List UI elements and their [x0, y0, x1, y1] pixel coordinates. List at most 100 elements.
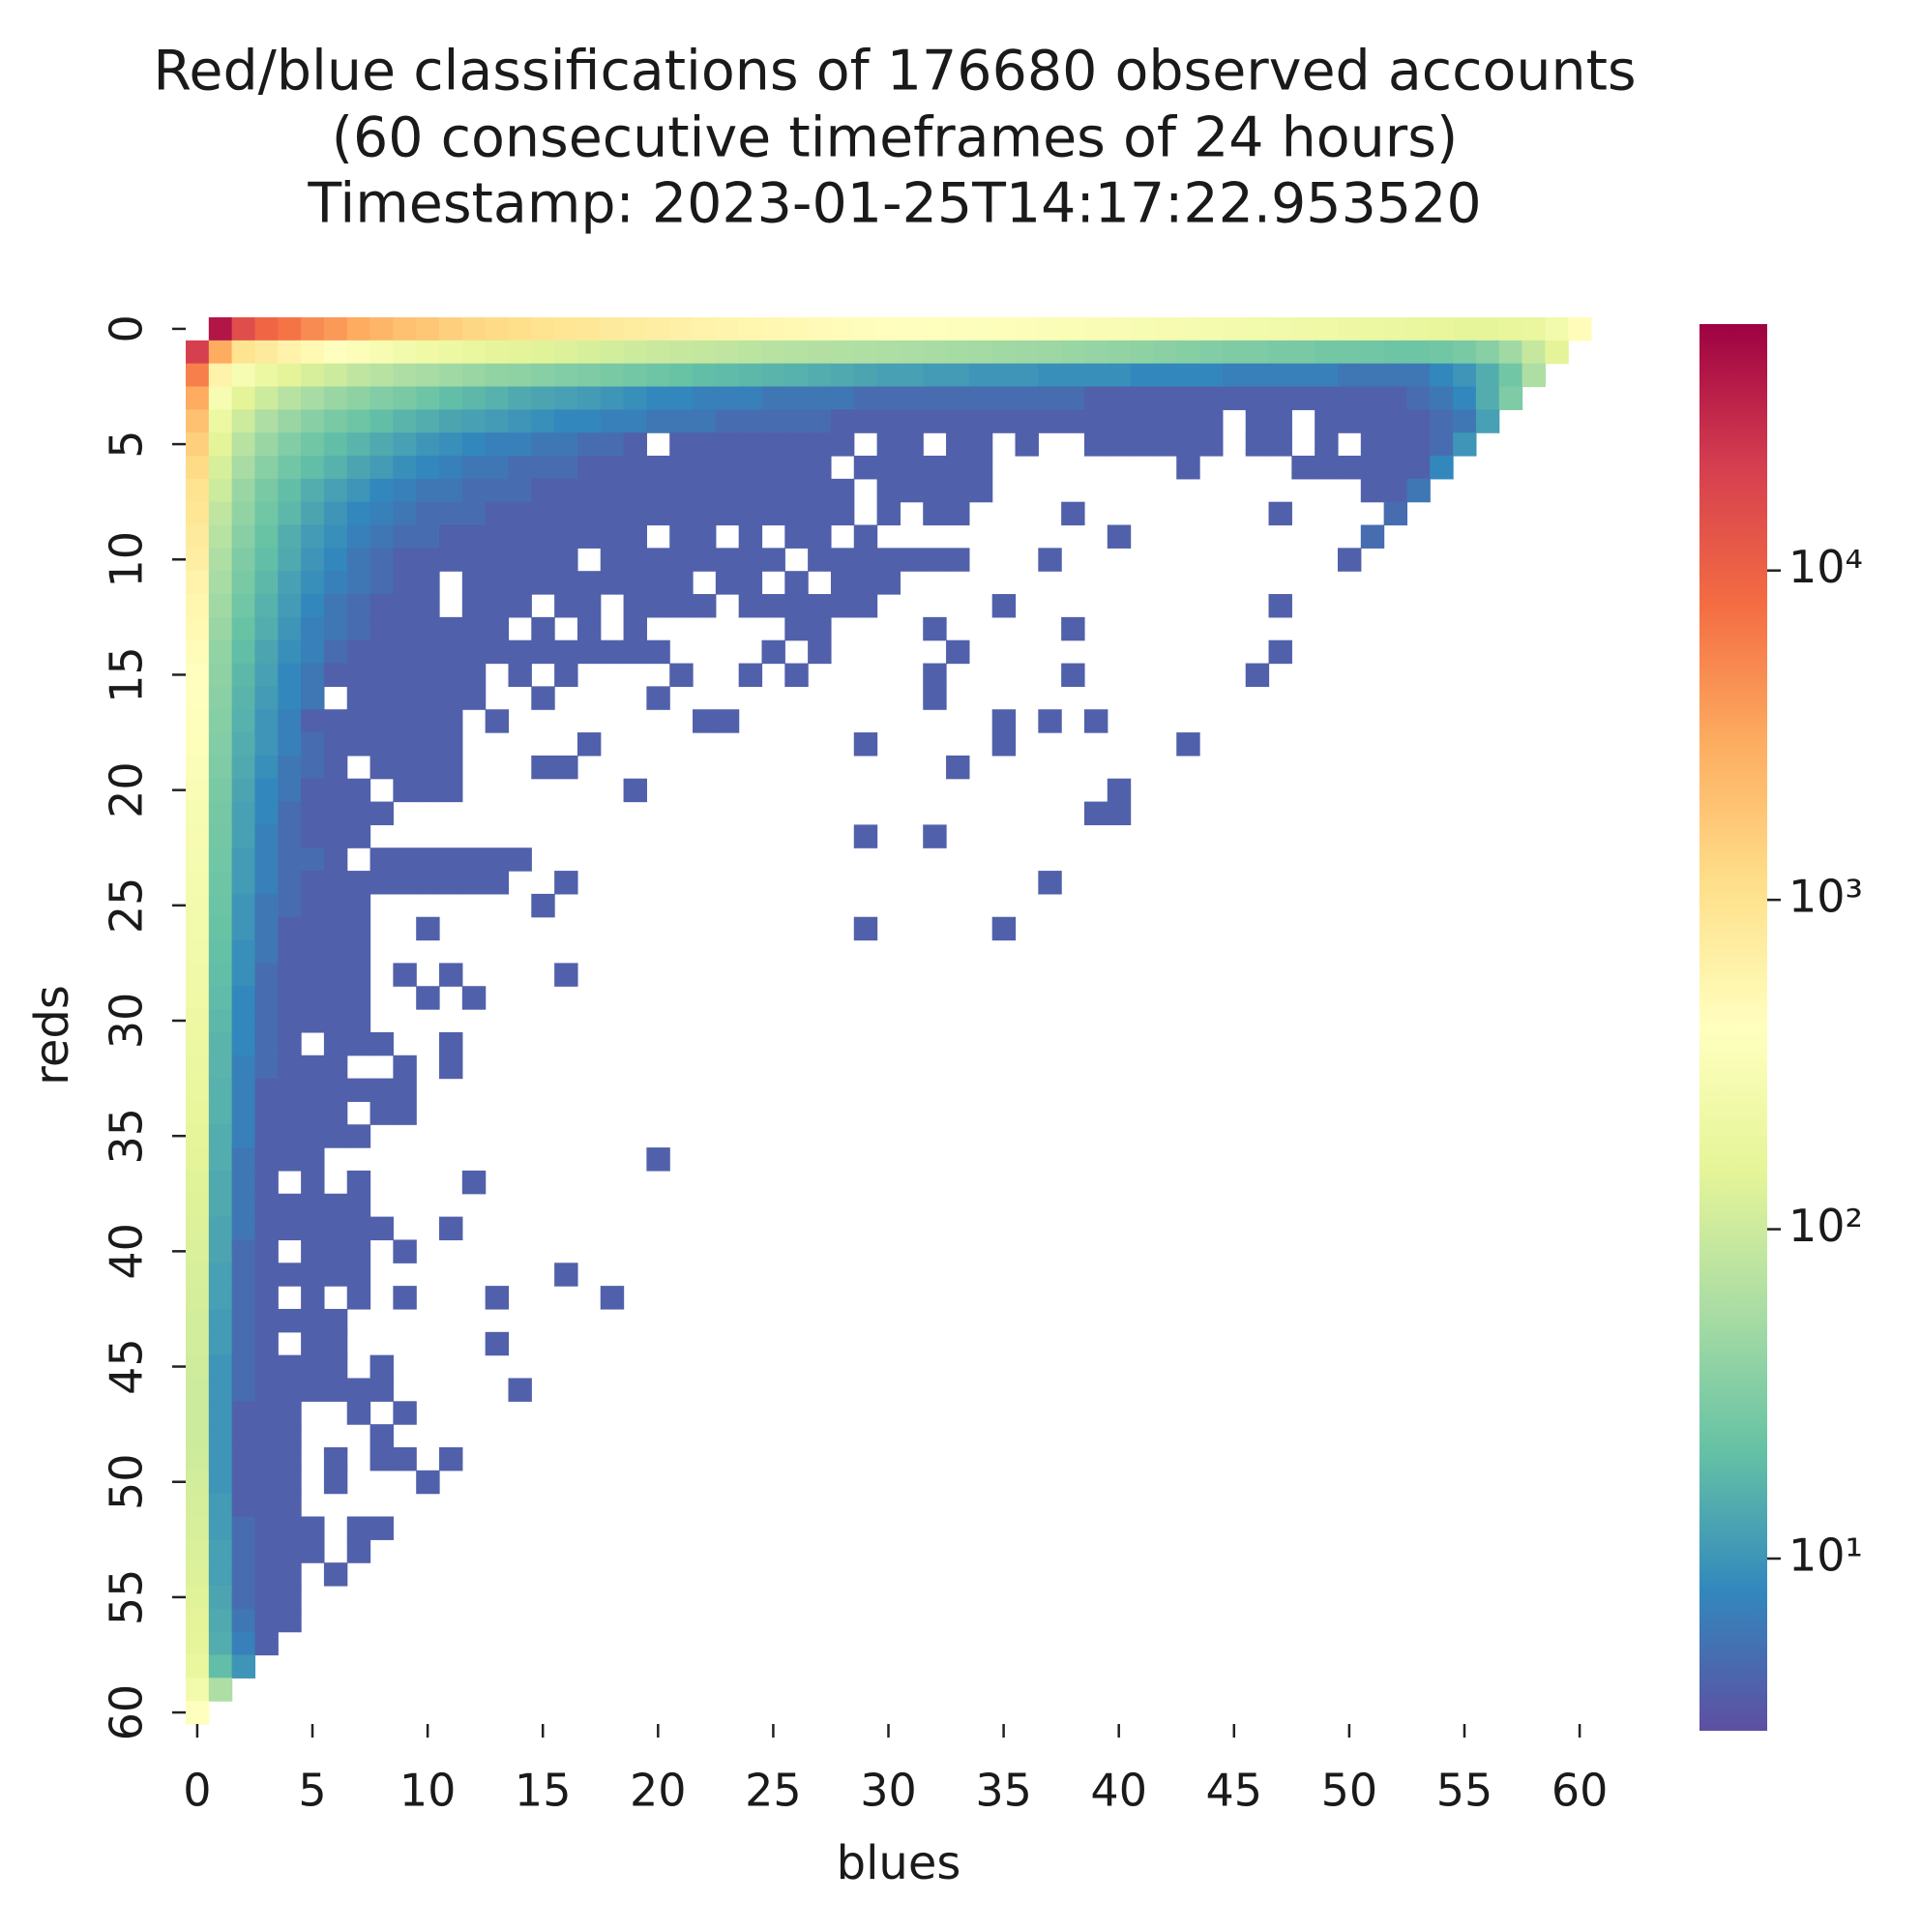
- heatmap-cell: [1083, 317, 1108, 342]
- heatmap-cell: [208, 1216, 233, 1241]
- heatmap-cell: [991, 363, 1017, 388]
- heatmap-cell: [323, 1378, 348, 1402]
- heatmap-cell: [830, 432, 855, 457]
- heatmap-cell: [369, 594, 394, 618]
- heatmap-cell: [323, 824, 348, 848]
- heatmap-cell: [254, 1354, 279, 1380]
- heatmap-cell: [393, 409, 417, 433]
- heatmap-cell: [323, 1124, 348, 1148]
- heatmap-cell: [323, 1308, 348, 1333]
- heatmap-cell: [554, 386, 578, 410]
- heatmap-cell: [485, 456, 510, 480]
- heatmap-cell: [853, 456, 878, 480]
- heatmap-cell: [669, 432, 694, 457]
- heatmap-cell: [554, 478, 578, 503]
- heatmap-cell: [1291, 340, 1315, 365]
- heatmap-cell: [1176, 386, 1200, 410]
- heatmap-cell: [600, 409, 625, 433]
- heatmap-cell: [186, 1078, 210, 1103]
- heatmap-cell: [231, 386, 256, 410]
- heatmap-cell: [416, 478, 440, 503]
- heatmap-cell: [208, 1378, 233, 1402]
- heatmap-cell: [830, 386, 855, 410]
- heatmap-cell: [1015, 340, 1039, 365]
- heatmap-cell: [784, 571, 809, 595]
- heatmap-cell: [1176, 456, 1200, 480]
- heatmap-cell: [346, 778, 371, 803]
- heatmap-cell: [646, 317, 670, 342]
- heatmap-cell: [715, 386, 740, 410]
- heatmap-cell: [208, 1286, 233, 1310]
- heatmap-cell: [208, 1193, 233, 1218]
- heatmap-cell: [576, 732, 602, 757]
- heatmap-cell: [278, 893, 302, 918]
- heatmap-cell: [439, 755, 463, 780]
- x-tick-label: 45: [1206, 1765, 1263, 1817]
- heatmap-cell: [346, 1170, 371, 1195]
- heatmap-cell: [1430, 386, 1454, 410]
- heatmap-cell: [761, 548, 785, 572]
- heatmap-cell: [208, 1124, 233, 1148]
- heatmap-cell: [623, 778, 647, 803]
- heatmap-cell: [186, 801, 210, 825]
- heatmap-cell: [1176, 432, 1200, 457]
- heatmap-cell: [231, 409, 256, 433]
- heatmap-cell: [346, 548, 371, 572]
- heatmap-cell: [231, 1331, 256, 1356]
- heatmap-cell: [531, 893, 555, 918]
- heatmap-cell: [346, 893, 371, 918]
- heatmap-cell: [186, 1239, 210, 1263]
- heatmap-cell: [439, 478, 463, 503]
- heatmap-cell: [968, 363, 993, 388]
- heatmap-cell: [1337, 340, 1362, 365]
- heatmap-cell: [369, 432, 394, 457]
- heatmap-cell: [1222, 386, 1247, 410]
- heatmap-cell: [554, 524, 578, 549]
- heatmap-cell: [531, 755, 555, 780]
- heatmap-cell: [208, 409, 233, 433]
- heatmap-cell: [761, 317, 785, 342]
- heatmap-cell: [393, 1055, 417, 1080]
- heatmap-cell: [946, 409, 970, 433]
- heatmap-cell: [323, 548, 348, 572]
- heatmap-cell: [531, 639, 555, 665]
- heatmap-cell: [254, 616, 279, 641]
- heatmap-cell: [208, 801, 233, 825]
- heatmap-cell: [461, 548, 487, 572]
- heatmap-cell: [278, 501, 302, 526]
- heatmap-cell: [186, 548, 210, 572]
- heatmap-cell: [1130, 340, 1155, 365]
- heatmap-cell: [554, 548, 578, 572]
- heatmap-cell: [231, 340, 256, 365]
- heatmap-cell: [301, 432, 325, 457]
- heatmap-cell: [301, 686, 325, 710]
- heatmap-cell: [369, 1378, 394, 1402]
- heatmap-cell: [186, 1216, 210, 1241]
- heatmap-cell: [669, 548, 694, 572]
- heatmap-cell: [231, 1446, 256, 1471]
- heatmap-cell: [669, 571, 694, 595]
- heatmap-cell: [1406, 363, 1431, 388]
- heatmap-cell: [1083, 340, 1108, 365]
- heatmap-cell: [231, 986, 256, 1010]
- heatmap-cell: [853, 386, 878, 410]
- heatmap-cell: [369, 686, 394, 710]
- heatmap-cell: [439, 616, 463, 641]
- heatmap-cell: [1199, 409, 1224, 433]
- heatmap-cell: [623, 478, 647, 503]
- heatmap-cell: [254, 1239, 279, 1263]
- heatmap-cell: [1360, 386, 1385, 410]
- heatmap-cell: [1383, 432, 1408, 457]
- heatmap-cell: [208, 594, 233, 618]
- heatmap-cell: [1360, 432, 1385, 457]
- heatmap-cell: [278, 409, 302, 433]
- heatmap-cell: [186, 824, 210, 848]
- heatmap-cell: [531, 616, 555, 641]
- heatmap-cell: [761, 363, 785, 388]
- heatmap-cell: [946, 548, 970, 572]
- heatmap-cell: [1475, 317, 1500, 342]
- heatmap-cell: [231, 1170, 256, 1195]
- heatmap-cell: [853, 363, 878, 388]
- heatmap-cell: [1107, 524, 1132, 549]
- heatmap-cell: [416, 732, 440, 757]
